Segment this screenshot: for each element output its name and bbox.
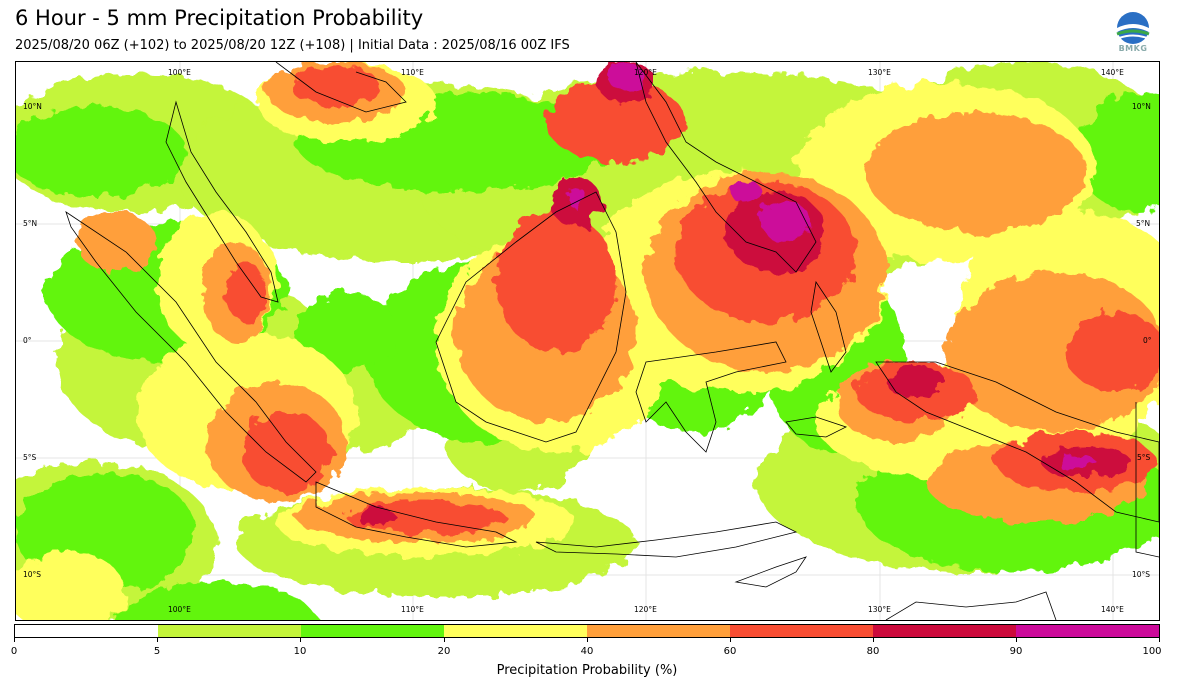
- lon-label-110e-bottom: 110°E: [401, 605, 424, 614]
- lat-label-10s-right: 10°S: [1132, 570, 1151, 579]
- colorbar: [14, 624, 1160, 638]
- colorbar-label-80: 80: [866, 646, 880, 657]
- colorbar-segment-40-60: [587, 625, 730, 637]
- coastlines: [65, 62, 1159, 620]
- colorbar-tick: [1016, 638, 1017, 642]
- map-canvas: [16, 62, 1159, 620]
- lat-label-5s-left: 5°S: [23, 453, 37, 462]
- colorbar-tick: [300, 638, 301, 642]
- colorbar-tick: [587, 638, 588, 642]
- colorbar-segment-20-40: [444, 625, 587, 637]
- chart-subtitle: 2025/08/20 06Z (+102) to 2025/08/20 12Z …: [15, 38, 570, 53]
- colorbar-segment-0-5: [15, 625, 158, 637]
- lon-label-100e-top: 100°E: [168, 68, 191, 77]
- colorbar-label-40: 40: [580, 646, 594, 657]
- colorbar-label-20: 20: [437, 646, 451, 657]
- colorbar-segment-80-90: [873, 625, 1016, 637]
- colorbar-label-5: 5: [153, 646, 161, 657]
- lat-label-0-left: 0°: [23, 336, 32, 345]
- colorbar-title: Precipitation Probability (%): [496, 663, 678, 678]
- lon-label-130e-top: 130°E: [868, 68, 891, 77]
- lon-label-120e-top: 120°E: [634, 68, 657, 77]
- colorbar-tick: [730, 638, 731, 642]
- lon-label-140e-top: 140°E: [1101, 68, 1124, 77]
- lon-label-100e-bottom: 100°E: [168, 605, 191, 614]
- lat-label-10n-right: 10°N: [1132, 102, 1151, 111]
- colorbar-label-100: 100: [1142, 646, 1162, 657]
- colorbar-label-0: 0: [10, 646, 18, 657]
- colorbar-segment-5-10: [158, 625, 301, 637]
- lat-label-5n-right: 5°N: [1136, 219, 1151, 228]
- chart-title: 6 Hour - 5 mm Precipitation Probability: [15, 6, 424, 30]
- colorbar-segment-10-20: [301, 625, 444, 637]
- lat-label-5s-right: 5°S: [1137, 453, 1151, 462]
- lat-label-10n-left: 10°N: [23, 102, 42, 111]
- colorbar-tick: [1159, 638, 1160, 642]
- colorbar-segment-90-100: [1016, 625, 1159, 637]
- prob-90-100: [566, 63, 1096, 469]
- colorbar-tick: [157, 638, 158, 642]
- lat-label-0-right: 0°: [1143, 336, 1152, 345]
- colorbar-tick: [444, 638, 445, 642]
- precip-field: [16, 62, 1159, 620]
- bmkg-logo-icon: [1116, 12, 1150, 44]
- colorbar-label-60: 60: [723, 646, 737, 657]
- lon-label-120e-bottom: 120°E: [634, 605, 657, 614]
- lon-label-140e-bottom: 140°E: [1101, 605, 1124, 614]
- colorbar-label-10: 10: [293, 646, 307, 657]
- colorbar-tick: [873, 638, 874, 642]
- lon-label-130e-bottom: 130°E: [868, 605, 891, 614]
- precipitation-map: 100°E 110°E 120°E 130°E 140°E 100°E 110°…: [15, 61, 1160, 621]
- colorbar-segment-60-80: [730, 625, 873, 637]
- lat-label-10s-left: 10°S: [23, 570, 42, 579]
- lon-label-110e-top: 110°E: [401, 68, 424, 77]
- colorbar-label-90: 90: [1009, 646, 1023, 657]
- colorbar-tick: [14, 638, 15, 642]
- logo-text: BMKG: [1118, 44, 1148, 53]
- lat-label-5n-left: 5°N: [23, 219, 38, 228]
